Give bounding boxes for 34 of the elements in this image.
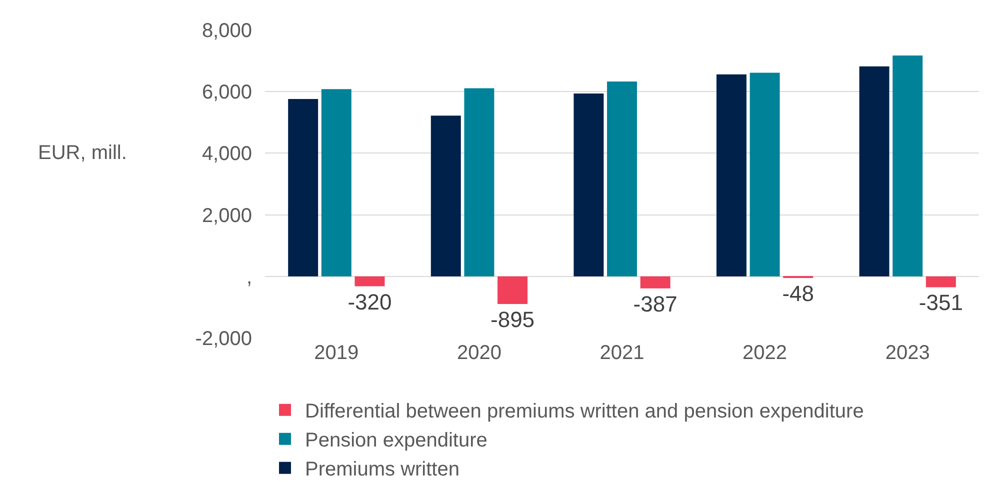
data-label: -320: [348, 289, 392, 314]
x-tick-label: 2021: [600, 342, 644, 364]
data-label: -895: [490, 306, 535, 332]
legend-label: Differential between premiums written and pension expenditure: [305, 400, 864, 423]
x-tick-label: 2019: [314, 342, 359, 364]
legend-label: Premiums written: [305, 458, 460, 481]
bar: [464, 88, 494, 276]
y-tick-label: 4,000: [202, 143, 252, 166]
legend-label: Pension expenditure: [305, 430, 488, 452]
y-tick-label: -2,000: [195, 328, 252, 350]
bar: [926, 276, 956, 288]
bar: [498, 276, 528, 304]
bar: [716, 74, 746, 276]
y-tick-label: 2,000: [202, 204, 252, 227]
x-tick-label: 2022: [742, 342, 788, 364]
bar: [354, 276, 385, 286]
bar: [607, 81, 637, 276]
y-tick-label: ,: [246, 266, 252, 288]
bar: [892, 56, 923, 276]
bar: [640, 276, 670, 288]
x-tick-label: 2020: [456, 342, 502, 364]
bar: [321, 89, 352, 276]
bar: [859, 66, 890, 276]
bar: [288, 98, 318, 276]
bar: [574, 93, 604, 276]
x-tick-label: 2023: [885, 342, 930, 364]
bar: [430, 116, 461, 276]
y-axis-title: EUR, mill.: [38, 142, 127, 164]
y-tick-label: 8,000: [202, 20, 252, 42]
data-label: -351: [918, 290, 963, 316]
data-label: -48: [782, 281, 814, 306]
y-tick-label: 6,000: [202, 82, 252, 104]
bar: [750, 72, 780, 276]
data-label: -387: [633, 291, 678, 316]
